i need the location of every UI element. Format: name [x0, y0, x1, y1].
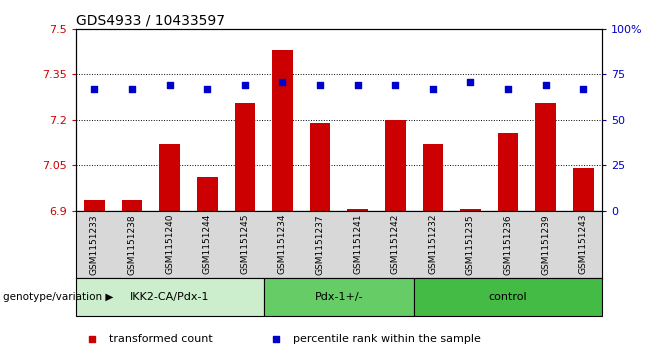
Bar	[573, 168, 594, 211]
Point	[271, 337, 282, 342]
Point	[315, 82, 325, 88]
Point	[540, 82, 551, 88]
Text: IKK2-CA/Pdx-1: IKK2-CA/Pdx-1	[130, 292, 209, 302]
Bar	[264, 278, 414, 316]
Text: genotype/variation ▶: genotype/variation ▶	[3, 292, 114, 302]
Text: GSM1151245: GSM1151245	[240, 214, 249, 274]
Text: GSM1151239: GSM1151239	[541, 214, 550, 274]
Point	[578, 86, 588, 92]
Text: GSM1151240: GSM1151240	[165, 214, 174, 274]
Text: transformed count: transformed count	[109, 334, 213, 344]
Point	[277, 79, 288, 85]
Text: GDS4933 / 10433597: GDS4933 / 10433597	[76, 14, 224, 28]
Bar	[76, 278, 264, 316]
Point	[87, 337, 97, 342]
Bar	[84, 200, 105, 211]
Bar	[234, 103, 255, 211]
Bar	[272, 50, 293, 211]
Point	[465, 79, 476, 85]
Text: GSM1151243: GSM1151243	[579, 214, 588, 274]
Bar	[310, 123, 330, 211]
Text: GSM1151235: GSM1151235	[466, 214, 475, 274]
Bar	[536, 103, 556, 211]
Text: GSM1151241: GSM1151241	[353, 214, 362, 274]
Text: percentile rank within the sample: percentile rank within the sample	[293, 334, 481, 344]
Text: GSM1151242: GSM1151242	[391, 214, 400, 274]
Text: control: control	[489, 292, 527, 302]
Point	[503, 86, 513, 92]
Point	[353, 82, 363, 88]
Text: GSM1151234: GSM1151234	[278, 214, 287, 274]
Point	[240, 82, 250, 88]
Bar	[422, 144, 443, 211]
Bar	[414, 278, 602, 316]
Bar	[159, 144, 180, 211]
Bar	[197, 177, 218, 211]
Point	[390, 82, 401, 88]
Text: GSM1151233: GSM1151233	[90, 214, 99, 274]
Text: Pdx-1+/-: Pdx-1+/-	[315, 292, 363, 302]
Point	[202, 86, 213, 92]
Point	[89, 86, 100, 92]
Bar	[347, 209, 368, 211]
Text: GSM1151236: GSM1151236	[503, 214, 513, 274]
Text: GSM1151244: GSM1151244	[203, 214, 212, 274]
Bar	[385, 120, 405, 211]
Point	[127, 86, 138, 92]
Text: GSM1151237: GSM1151237	[316, 214, 324, 274]
Bar	[497, 133, 519, 211]
Bar	[122, 200, 142, 211]
Bar	[460, 209, 481, 211]
Text: GSM1151238: GSM1151238	[128, 214, 137, 274]
Point	[428, 86, 438, 92]
Point	[164, 82, 175, 88]
Text: GSM1151232: GSM1151232	[428, 214, 438, 274]
